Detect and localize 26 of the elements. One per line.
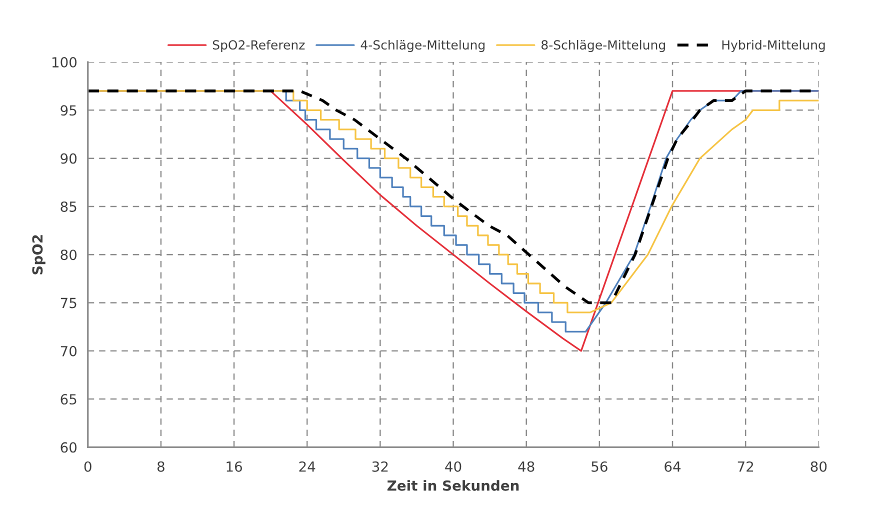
y-tick-label: 75 — [60, 298, 76, 308]
y-tick-label: 95 — [60, 105, 76, 116]
y-axis-title: SpO2 — [32, 235, 46, 274]
x-tick-label: 24 — [299, 461, 316, 472]
y-tick-label: 70 — [60, 346, 77, 356]
y-tick-label: 80 — [60, 250, 77, 260]
x-tick-label: 16 — [226, 461, 242, 472]
legend-label: Hybrid-Mittelung — [722, 40, 825, 52]
x-tick-label: 56 — [592, 461, 608, 472]
y-tick-label: 100 — [52, 57, 77, 68]
x-tick-label: 40 — [445, 461, 462, 472]
legend-label: 4-Schläge-Mittelung — [360, 40, 485, 52]
x-tick-label: 0 — [84, 461, 92, 472]
y-tick-label: 85 — [60, 201, 76, 212]
y-tick-label: 60 — [60, 442, 77, 453]
x-tick-label: 32 — [372, 461, 388, 472]
legend-label: SpO2-Referenz — [212, 40, 305, 52]
x-tick-label: 48 — [518, 461, 534, 472]
x-tick-label: 72 — [738, 461, 754, 472]
y-tick-label: 65 — [60, 394, 76, 405]
y-tick-label: 90 — [60, 153, 77, 164]
x-axis-title: Zeit in Sekunden — [387, 480, 519, 491]
legend-label: 8-Schläge-Mittelung — [542, 40, 665, 52]
x-tick-label: 64 — [664, 461, 681, 472]
x-tick-label: 8 — [157, 461, 164, 472]
x-tick-label: 80 — [810, 461, 827, 472]
